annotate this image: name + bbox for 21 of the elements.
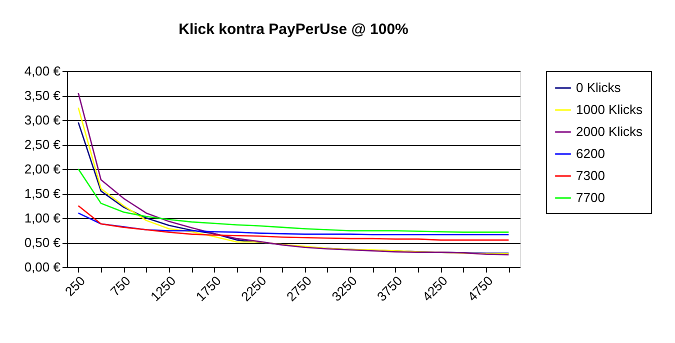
y-tick-label: 4,00 € <box>24 64 62 78</box>
legend-label: 1000 Klicks <box>576 102 643 117</box>
y-tick-label: 1,50 € <box>24 186 62 201</box>
x-tick-label: 250 <box>62 273 88 300</box>
y-tick-label: 3,50 € <box>24 88 62 103</box>
y-tick-label: 1,00 € <box>24 210 62 226</box>
legend-label: 6200 <box>576 146 605 161</box>
y-tick-label: 2,00 € <box>24 162 62 176</box>
y-tick-label: 0,50 € <box>24 235 62 250</box>
line-series <box>78 212 510 236</box>
y-tick-label: 0,00 € <box>24 260 62 274</box>
y-tick-label: 2,50 € <box>24 137 62 152</box>
line-series <box>78 168 510 233</box>
chart-title: Klick kontra PayPerUse @ 100% <box>178 21 408 38</box>
legend-label: 0 Klicks <box>576 80 622 95</box>
legend-label: 2000 Klicks <box>576 124 643 139</box>
y-tick-label: 3,00 € <box>24 112 62 128</box>
legend-label: 7300 <box>576 168 605 183</box>
legend-label: 7700 <box>576 190 605 205</box>
line-series <box>78 205 510 241</box>
x-tick-label: 750 <box>107 273 134 300</box>
